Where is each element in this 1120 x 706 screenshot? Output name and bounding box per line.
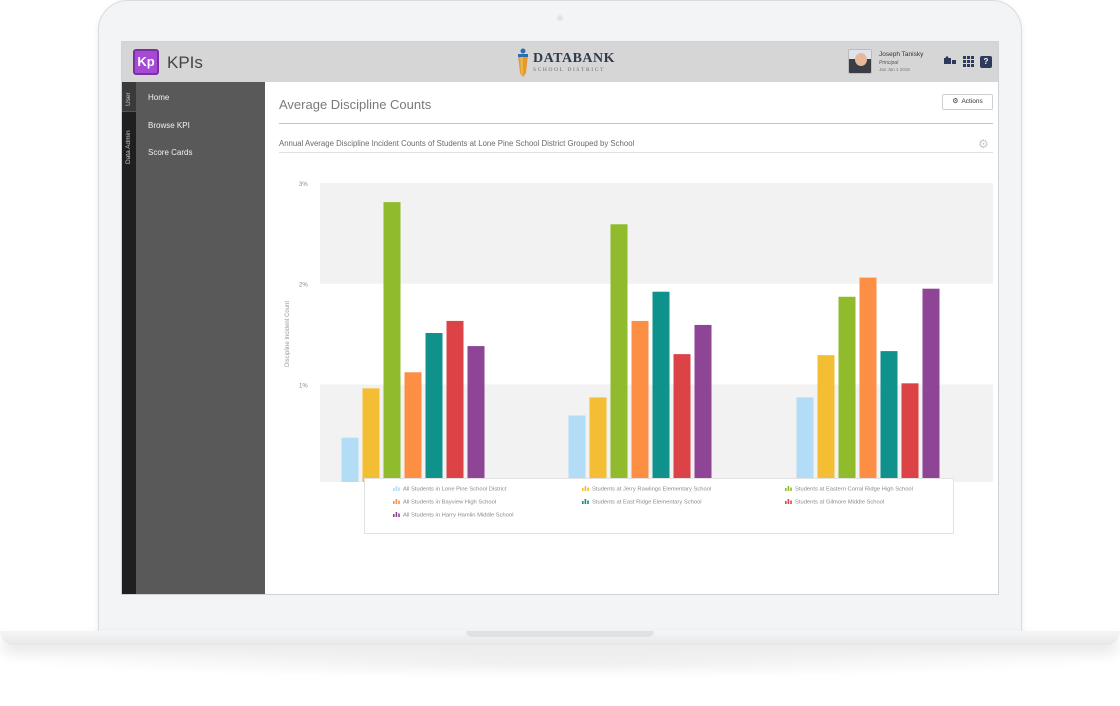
top-bar: Kp KPIs DATABANK SCHOOL DISTRICT Joseph … — [122, 42, 998, 82]
sidebar-item-score-cards[interactable]: Score Cards — [148, 148, 193, 157]
main-content: Average Discipline Counts ⚙ Actions Annua… — [265, 82, 998, 594]
legend-label: All Students in Bayview High School — [403, 499, 497, 506]
avatar[interactable] — [848, 49, 872, 74]
laptop-base — [0, 631, 1120, 645]
divider — [279, 123, 993, 124]
legend-label: Students at Jerry Rawlings Elementary Sc… — [592, 486, 712, 493]
grid-band — [320, 183, 993, 284]
tab-data-admin-label: Data Admin — [125, 130, 132, 164]
bar — [652, 291, 670, 482]
actions-label: Actions — [961, 98, 983, 105]
app-title: KPIs — [167, 53, 203, 72]
laptop-notch — [466, 631, 654, 637]
brand-logo: DATABANK SCHOOL DISTRICT — [515, 48, 615, 78]
bar — [922, 288, 940, 482]
app-screen: Kp KPIs DATABANK SCHOOL DISTRICT Joseph … — [121, 41, 999, 595]
vertical-tab-strip: User Data Admin — [122, 82, 136, 594]
bar — [467, 346, 485, 482]
help-icon[interactable]: ? — [980, 56, 992, 68]
legend-label: Students at Eastern Corral Ridge High Sc… — [795, 486, 913, 493]
bar — [568, 415, 586, 482]
sidebar-item-browse-kpi[interactable]: Browse KPI — [148, 121, 190, 130]
legend-item[interactable]: Students at Jerry Rawlings Elementary Sc… — [582, 486, 711, 493]
bar — [694, 324, 712, 482]
legend-item[interactable]: All Students in Bayview High School — [393, 499, 496, 506]
tab-user[interactable]: User — [122, 82, 136, 112]
bar-chart-icon — [785, 499, 792, 504]
apps-grid-icon[interactable] — [962, 56, 974, 68]
y-tick-label: 3% — [299, 182, 308, 188]
app-logo[interactable]: Kp — [133, 49, 159, 75]
pencil-logo-icon — [518, 48, 528, 77]
user-role: Principal — [879, 60, 899, 66]
bar-chart-icon — [393, 512, 400, 517]
legend-label: Students at Gilmore Middle School — [795, 499, 885, 506]
legend-item[interactable]: Students at East Ridge Elementary School — [582, 499, 702, 506]
dashboard-icon[interactable] — [944, 56, 956, 68]
bar — [901, 383, 919, 482]
y-tick-label: 2% — [299, 283, 308, 289]
sidebar: Home Browse KPI Score Cards — [136, 82, 265, 594]
camera-dot — [557, 15, 563, 21]
bar — [817, 355, 835, 482]
bar — [796, 397, 814, 482]
bar — [859, 277, 877, 482]
bar-chart-icon — [582, 499, 589, 504]
page-title: Average Discipline Counts — [279, 97, 432, 112]
legend-label: All Students in Lone Pine School Distric… — [403, 486, 507, 493]
bar-chart-icon — [393, 486, 400, 491]
bar — [589, 397, 607, 482]
divider — [279, 152, 993, 153]
bar — [404, 372, 422, 482]
bar-chart-icon — [785, 486, 792, 491]
bar-chart: 0%1%2%3%Discipline Incident Count2017/18… — [285, 182, 993, 482]
bar — [362, 388, 380, 482]
legend-item[interactable]: All Students in Harry Hamlin Middle Scho… — [393, 512, 514, 519]
bar — [383, 202, 401, 482]
brand-name: DATABANK — [533, 51, 616, 66]
chart-title: Annual Average Discipline Incident Count… — [279, 139, 635, 148]
sidebar-item-home[interactable]: Home — [148, 93, 170, 102]
chart-legend: All Students in Lone Pine School Distric… — [364, 478, 954, 534]
bar — [838, 296, 856, 482]
bar-chart-icon — [393, 499, 400, 504]
user-name[interactable]: Joseph Tanisky — [879, 51, 924, 58]
settings-gear-icon[interactable]: ⚙ — [978, 137, 989, 151]
bar — [880, 351, 898, 482]
gear-icon: ⚙ — [952, 98, 959, 105]
y-axis-label: Discipline Incident Count — [285, 301, 291, 367]
bar — [631, 320, 649, 482]
legend-item[interactable]: Students at Eastern Corral Ridge High Sc… — [785, 486, 913, 493]
bar — [673, 354, 691, 482]
tab-user-label: User — [125, 92, 132, 106]
legend-item[interactable]: All Students in Lone Pine School Distric… — [393, 486, 506, 493]
laptop-shadow — [10, 648, 1110, 678]
bar — [425, 332, 443, 482]
legend-label: Students at East Ridge Elementary School — [592, 499, 702, 506]
bar — [610, 224, 628, 482]
bar — [341, 437, 359, 482]
legend-item[interactable]: Students at Gilmore Middle School — [785, 499, 884, 506]
user-date: Jan Jan 1 2019 — [879, 67, 910, 72]
tab-data-admin[interactable]: Data Admin — [122, 112, 136, 172]
bar-chart-icon — [582, 486, 589, 491]
bar — [446, 320, 464, 482]
actions-button[interactable]: ⚙ Actions — [942, 94, 993, 110]
y-tick-label: 1% — [299, 383, 308, 389]
brand-subtitle: SCHOOL DISTRICT — [533, 67, 605, 73]
legend-label: All Students in Harry Hamlin Middle Scho… — [403, 512, 514, 519]
